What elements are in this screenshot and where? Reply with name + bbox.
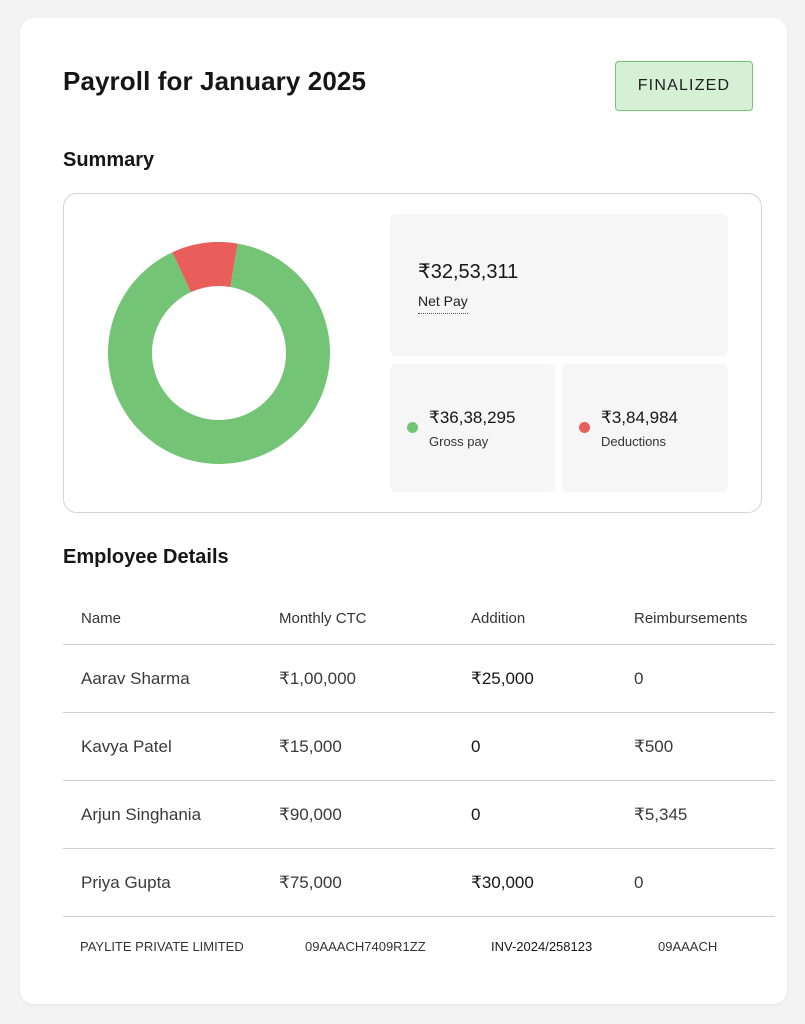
- deductions-tile: ₹3,84,984 Deductions: [562, 364, 728, 492]
- net-pay-amount: ₹32,53,311: [418, 261, 519, 283]
- addition: 0: [471, 736, 481, 756]
- employee-table: Name Monthly CTC Addition Reimbursements…: [63, 593, 775, 917]
- monthly-ctc: ₹15,000: [279, 736, 342, 756]
- payroll-card: Payroll for January 2025 FINALIZED Summa…: [20, 18, 787, 1004]
- reimbursements: ₹5,345: [634, 804, 688, 824]
- pay-donut-chart: [108, 242, 330, 464]
- table-row: Kavya Patel ₹15,000 0 ₹500: [63, 713, 775, 781]
- table-row: Priya Gupta ₹75,000 ₹30,000 0: [63, 849, 775, 917]
- net-pay-label[interactable]: Net Pay: [418, 293, 468, 314]
- monthly-ctc: ₹75,000: [279, 872, 342, 892]
- monthly-ctc: ₹1,00,000: [279, 668, 356, 688]
- company-code: 09AAACH: [658, 939, 718, 954]
- table-row: Arjun Singhania ₹90,000 0 ₹5,345: [63, 781, 775, 849]
- table-row: Aarav Sharma ₹1,00,000 ₹25,000 0: [63, 645, 775, 713]
- donut-slice-deductions: [172, 242, 238, 293]
- deductions-amount: ₹3,84,984: [601, 408, 678, 427]
- reimbursements: ₹500: [634, 736, 674, 756]
- reimbursements: 0: [634, 872, 644, 892]
- deductions-legend-dot: [579, 422, 590, 433]
- addition: ₹30,000: [471, 872, 534, 892]
- invoice-number: INV-2024/258123: [491, 939, 593, 954]
- column-header-name: Name: [81, 610, 122, 627]
- addition: 0: [471, 804, 481, 824]
- summary-panel: ₹32,53,311 Net Pay ₹36,38,295 Gross pay …: [63, 193, 762, 513]
- invoice-footer: PAYLITE PRIVATE LIMITED 09AAACH7409R1ZZ …: [63, 939, 775, 959]
- employee-name: Aarav Sharma: [81, 668, 190, 688]
- column-header-addition: Addition: [471, 610, 526, 627]
- status-badge: FINALIZED: [615, 61, 753, 111]
- monthly-ctc: ₹90,000: [279, 804, 342, 824]
- employee-name: Arjun Singhania: [81, 804, 202, 824]
- reimbursements: 0: [634, 668, 644, 688]
- employee-name: Kavya Patel: [81, 736, 172, 756]
- table-header-row: Name Monthly CTC Addition Reimbursements: [63, 593, 775, 645]
- company-name: PAYLITE PRIVATE LIMITED: [80, 939, 244, 954]
- gross-pay-legend-dot: [407, 422, 418, 433]
- column-header-reimbursements: Reimbursements: [634, 610, 748, 627]
- employee-name: Priya Gupta: [81, 872, 171, 892]
- column-header-monthly-ctc: Monthly CTC: [279, 610, 367, 627]
- gross-pay-amount: ₹36,38,295: [429, 408, 516, 427]
- deductions-label: Deductions: [601, 434, 667, 449]
- net-pay-tile: ₹32,53,311 Net Pay: [390, 214, 728, 356]
- addition: ₹25,000: [471, 668, 534, 688]
- page-title: Payroll for January 2025: [63, 66, 366, 96]
- gross-pay-tile: ₹36,38,295 Gross pay: [390, 364, 555, 492]
- donut-slice-gross-pay: [108, 243, 330, 464]
- summary-heading: Summary: [63, 149, 155, 171]
- employee-details-heading: Employee Details: [63, 546, 229, 568]
- gstin-number: 09AAACH7409R1ZZ: [305, 939, 426, 954]
- gross-pay-label: Gross pay: [429, 434, 489, 449]
